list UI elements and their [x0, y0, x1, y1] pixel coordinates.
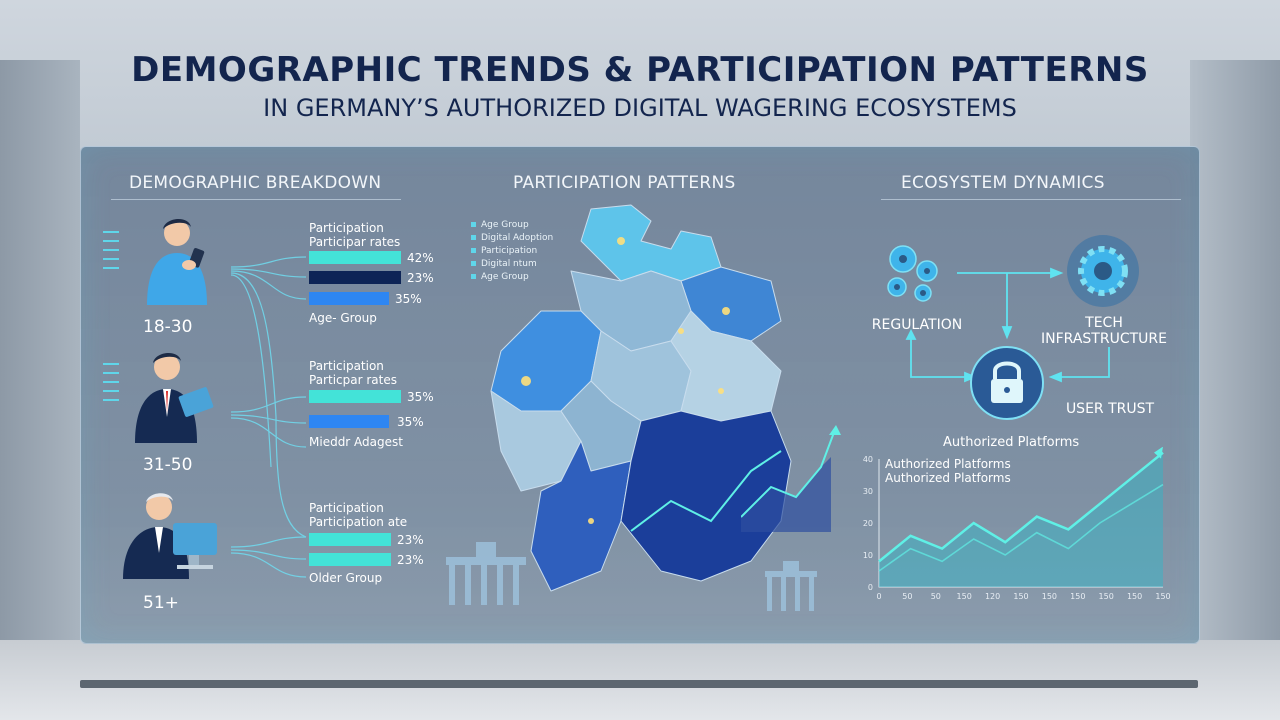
group-label: Older Group — [309, 571, 383, 585]
x-tick-label: 150 — [1070, 592, 1085, 601]
participation-bar — [309, 271, 401, 284]
participation-bar — [309, 553, 391, 566]
bar-value: 23% — [407, 271, 434, 285]
bar-value: 23% — [397, 533, 424, 547]
y-tick-label: 30 — [863, 487, 873, 496]
y-tick-label: 0 — [868, 583, 873, 592]
user-trust-label: USER TRUST — [1065, 401, 1155, 417]
person-icon — [123, 493, 217, 579]
bar-value: 35% — [407, 390, 434, 404]
participation-bar — [309, 390, 401, 403]
participation-bar — [309, 533, 391, 546]
group-label: Age- Group — [309, 311, 377, 325]
bar-value: 42% — [407, 251, 434, 265]
person-icon — [147, 218, 207, 305]
brandenburg-gate-icon — [446, 542, 526, 605]
legend-item: Age Group — [471, 271, 553, 284]
x-tick-label: 150 — [1042, 592, 1057, 601]
age-label: 51+ — [143, 593, 179, 613]
map-legend: Age Group Digital Adoption Participation… — [471, 219, 553, 284]
person-icon — [135, 352, 214, 443]
bar-value: 35% — [395, 292, 422, 306]
participation-bar — [309, 251, 401, 264]
trend-arrow-chart — [741, 425, 841, 532]
series-line — [878, 451, 1164, 563]
participation-label: Participation Participar rates — [309, 221, 401, 249]
legend-item: Participation — [471, 245, 553, 258]
x-tick-label: 50 — [931, 592, 941, 601]
background-wall-left — [0, 60, 80, 660]
age-label: 18-30 — [143, 317, 193, 337]
chart-axis — [878, 459, 1163, 588]
bar-value: 23% — [397, 553, 424, 567]
legend-entry: Authorized Platforms — [885, 457, 1011, 471]
section-divider — [881, 199, 1181, 200]
y-tick-label: 40 — [863, 455, 873, 464]
dashboard-panel: DEMOGRAPHIC BREAKDOWN PARTICIPATION PATT… — [80, 146, 1200, 644]
x-tick-label: 150 — [1099, 592, 1114, 601]
gear-icon — [887, 245, 938, 302]
y-tick-label: 10 — [863, 551, 873, 560]
connector-lines — [231, 256, 307, 578]
x-tick-label: 150 — [957, 592, 972, 601]
section-divider — [111, 199, 401, 200]
section-title-demographic: DEMOGRAPHIC BREAKDOWN — [129, 173, 382, 193]
chart-legend: Authorized Platforms Authorized Platform… — [885, 457, 1011, 485]
participation-label: Participation Particpar rates — [309, 359, 397, 387]
page-subtitle: IN GERMANY’S AUTHORIZED DIGITAL WAGERING… — [263, 94, 1017, 122]
x-tick-label: 0 — [876, 592, 881, 601]
arrow-head-icon — [1154, 447, 1163, 459]
platform-chart: 40 30 20 10 00 50 50 150 120 150 150 150 150 150 150 — [863, 447, 1171, 601]
x-tick-label: 150 — [1127, 592, 1142, 601]
tech-infrastructure-label: TECH INFRASTRUCTURE — [1041, 315, 1167, 347]
section-title-ecosystem: ECOSYSTEM DYNAMICS — [901, 173, 1105, 193]
series-line — [878, 483, 1164, 572]
page-title: DEMOGRAPHIC TRENDS & PARTICIPATION PATTE… — [131, 50, 1149, 90]
legend-item: Digital ntum — [471, 258, 553, 271]
age-label: 31-50 — [143, 455, 193, 475]
germany-map — [490, 204, 792, 592]
participation-label: Participation Participation ate — [309, 501, 408, 529]
legend-item: Digital Adoption — [471, 232, 553, 245]
ecosystem-flow-lines — [905, 267, 1110, 383]
decorative-ticks — [103, 231, 119, 276]
x-tick-label: 120 — [985, 592, 1000, 601]
regulation-label: REGULATION — [871, 317, 963, 333]
display-stand — [80, 680, 1198, 688]
legend-entry: Authorized Platforms — [885, 471, 1011, 485]
legend-item: Age Group — [471, 219, 553, 232]
section-title-participation: PARTICIPATION PATTERNS — [513, 173, 736, 193]
chart-title: Authorized Platforms — [943, 435, 1080, 450]
x-tick-label: 150 — [1155, 592, 1170, 601]
participation-bar — [309, 292, 389, 305]
group-label: Mieddr Adagest — [309, 435, 403, 449]
gear-icon — [1067, 235, 1139, 307]
background-wall-right — [1190, 60, 1280, 660]
series-area — [879, 452, 1163, 587]
y-tick-label: 20 — [863, 519, 873, 528]
x-tick-label: 150 — [1013, 592, 1028, 601]
lock-icon — [970, 346, 1044, 420]
participation-bar — [309, 415, 389, 428]
decorative-ticks — [103, 363, 119, 408]
bar-value: 35% — [397, 415, 424, 429]
x-tick-label: 50 — [902, 592, 912, 601]
brandenburg-gate-icon — [765, 561, 817, 611]
